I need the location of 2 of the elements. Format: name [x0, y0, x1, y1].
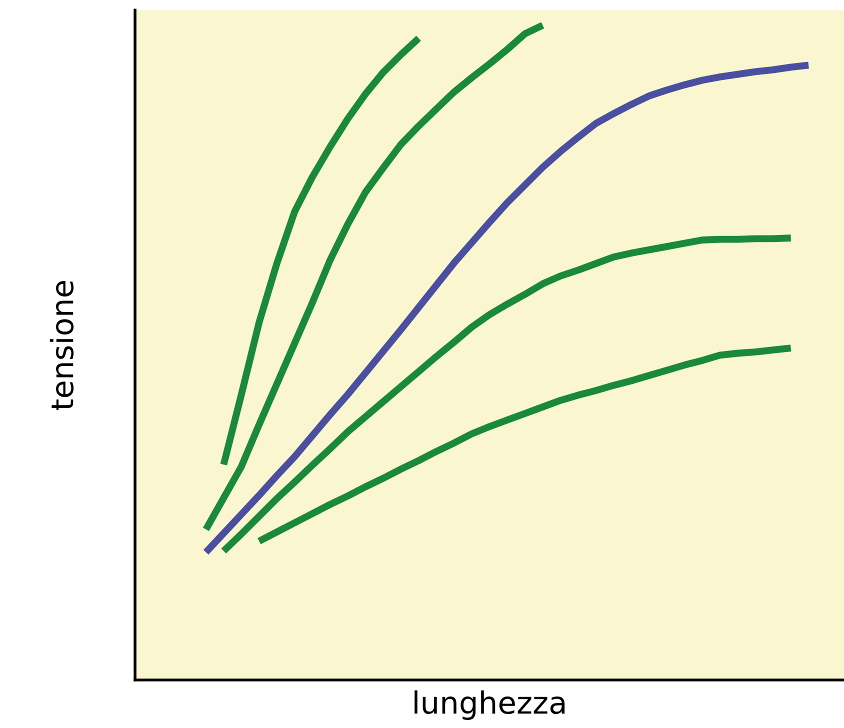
y-axis-title: tensione: [50, 280, 74, 410]
x-axis-title: lunghezza: [414, 690, 565, 720]
